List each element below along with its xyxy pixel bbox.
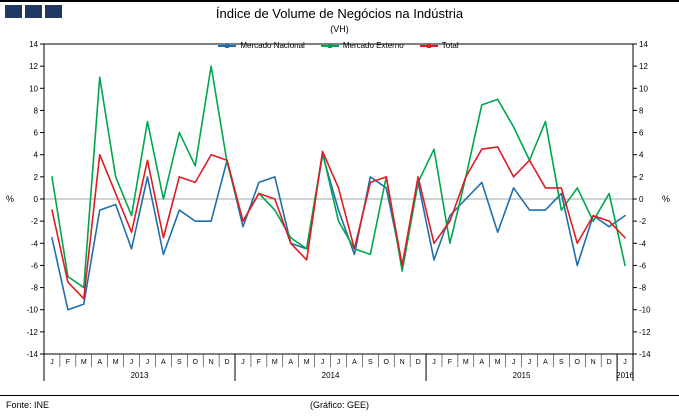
chart-title: Índice de Volume de Negócios na Indústri…: [215, 6, 464, 21]
month-label: S: [177, 359, 182, 366]
footer-credit: (Gráfico: GEE): [309, 400, 369, 410]
month-label: M: [113, 359, 119, 366]
y-tick-label-right: -2: [639, 217, 647, 226]
y-tick-label-left: -14: [26, 350, 38, 359]
month-label: J: [528, 359, 532, 366]
footer-source: Fonte: INE: [6, 400, 50, 410]
month-label: A: [161, 359, 166, 366]
month-label: M: [81, 359, 87, 366]
logo: [5, 5, 62, 18]
y-tick-label-left: -2: [31, 217, 39, 226]
year-label: 2016: [616, 371, 634, 380]
series-line-mercado-nacional: [51, 153, 626, 311]
month-label: M: [495, 359, 501, 366]
series-line-total: [51, 146, 626, 300]
year-label: 2013: [131, 371, 149, 380]
legend-swatch: [419, 43, 438, 48]
legend-marker: [327, 43, 332, 48]
y-tick-label-right: -8: [639, 284, 647, 293]
logo-square: [45, 5, 62, 18]
y-tick-label-right: 2: [639, 173, 644, 182]
y-tick-label-right: 6: [639, 129, 644, 138]
month-label: A: [479, 359, 484, 366]
month-label: A: [288, 359, 293, 366]
month-label: J: [130, 359, 134, 366]
y-tick-label-left: 2: [34, 173, 39, 182]
logo-square: [5, 5, 22, 18]
y-tick-label-right: -6: [639, 261, 647, 270]
month-label: M: [463, 359, 469, 366]
y-axis-title-right: %: [662, 194, 670, 204]
month-label: N: [209, 359, 214, 366]
month-label: S: [559, 359, 564, 366]
y-tick-label-right: -12: [639, 328, 651, 337]
month-label: N: [591, 359, 596, 366]
y-tick-label-right: -4: [639, 239, 647, 248]
y-tick-label-left: -12: [26, 328, 38, 337]
y-tick-label-right: -10: [639, 306, 651, 315]
y-tick-label-left: 0: [34, 195, 39, 204]
month-label: J: [241, 359, 245, 366]
y-tick-label-left: 8: [34, 106, 39, 115]
month-label: J: [337, 359, 341, 366]
legend-item-mercado-nacional: Mercado Nacional: [218, 41, 305, 50]
legend-label: Mercado Nacional: [240, 41, 305, 50]
y-tick-label-right: 14: [639, 40, 648, 49]
legend-item-total: Total: [419, 41, 459, 50]
y-tick-label-right: 10: [639, 84, 648, 93]
chart-subtitle: (VH): [330, 24, 349, 34]
month-label: A: [543, 359, 548, 366]
y-tick-label-right: 12: [639, 62, 648, 71]
footer-rule: [0, 395, 679, 396]
legend-label: Total: [441, 41, 459, 50]
y-tick-label-right: 4: [639, 151, 644, 160]
top-rule: [0, 0, 679, 2]
legend-swatch: [218, 43, 237, 48]
month-label: S: [368, 359, 373, 366]
y-tick-label-left: -4: [31, 239, 39, 248]
y-tick-label-left: 4: [34, 151, 39, 160]
legend-swatch: [320, 43, 339, 48]
month-label: N: [400, 359, 405, 366]
month-label: J: [146, 359, 150, 366]
y-axis-title-left: %: [6, 194, 14, 204]
y-tick-label-left: -8: [31, 284, 39, 293]
month-label: O: [193, 359, 199, 366]
month-label: M: [272, 359, 278, 366]
month-label: J: [512, 359, 516, 366]
y-tick-label-left: -10: [26, 306, 38, 315]
y-tick-label-right: 0: [639, 195, 644, 204]
legend-marker: [426, 43, 431, 48]
month-label: M: [304, 359, 310, 366]
legend-label: Mercado Externo: [342, 41, 404, 50]
month-label: A: [352, 359, 357, 366]
y-tick-label-left: 12: [29, 62, 38, 71]
y-tick-label-left: -6: [31, 261, 39, 270]
legend-marker: [225, 43, 230, 48]
month-label: F: [66, 359, 70, 366]
month-label: J: [623, 359, 627, 366]
month-label: J: [50, 359, 54, 366]
y-tick-label-left: 14: [29, 40, 38, 49]
month-label: D: [607, 359, 612, 366]
y-tick-label-right: -14: [639, 350, 651, 359]
year-label: 2015: [513, 371, 531, 380]
legend: Mercado Nacional Mercado Externo Total: [44, 41, 633, 50]
legend-item-mercado-externo: Mercado Externo: [320, 41, 404, 50]
month-label: F: [257, 359, 261, 366]
month-label: O: [384, 359, 390, 366]
month-label: F: [448, 359, 452, 366]
logo-square: [25, 5, 42, 18]
month-label: A: [97, 359, 102, 366]
y-tick-label-right: 8: [639, 106, 644, 115]
month-label: O: [575, 359, 581, 366]
month-label: J: [432, 359, 436, 366]
y-tick-label-left: 6: [34, 129, 39, 138]
month-label: J: [321, 359, 325, 366]
month-label: D: [416, 359, 421, 366]
year-label: 2014: [322, 371, 340, 380]
y-tick-label-left: 10: [29, 84, 38, 93]
month-label: D: [225, 359, 230, 366]
